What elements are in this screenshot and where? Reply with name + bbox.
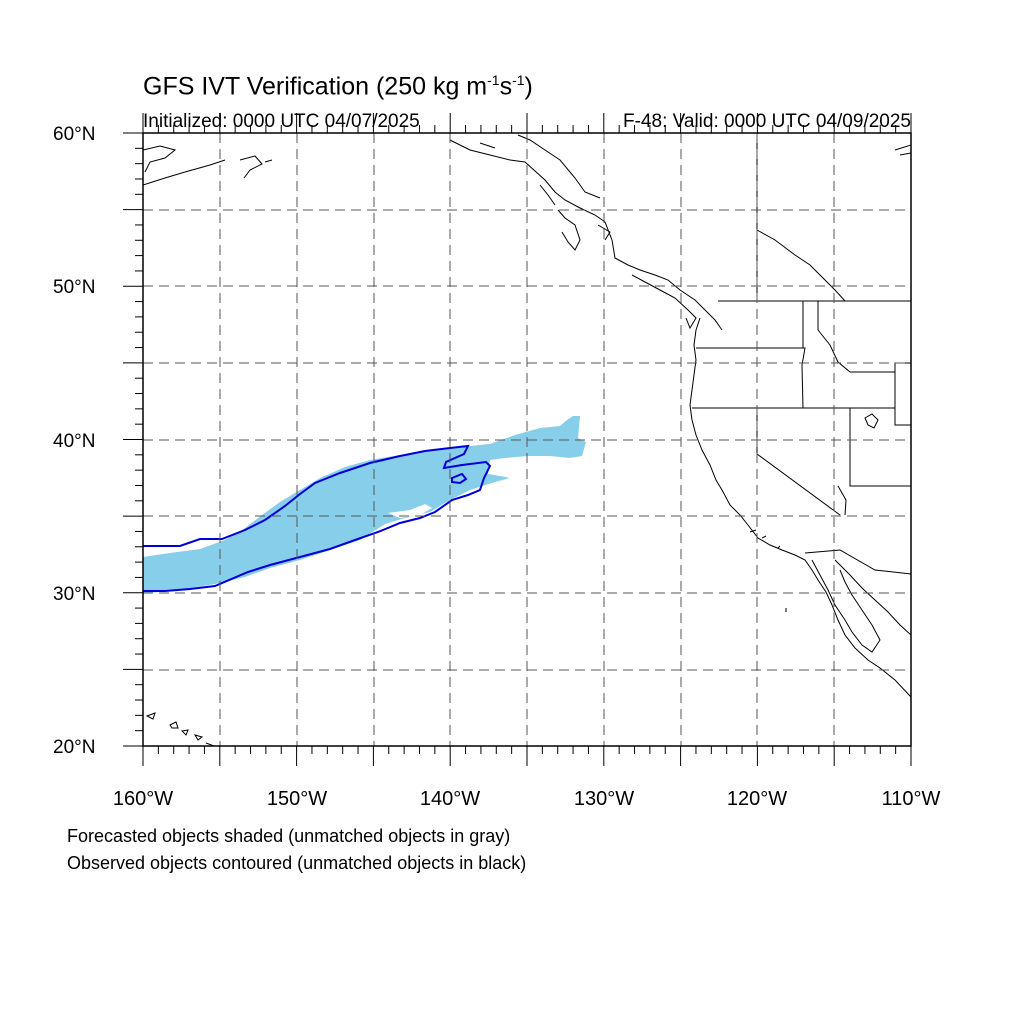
- lon-label-160w: 160°W: [113, 788, 173, 810]
- longitude-labels: 160°W 150°W 140°W 130°W 120°W 110°W: [113, 788, 941, 810]
- great-salt-lake: [864, 413, 879, 429]
- lat-label-50: 50°N: [53, 277, 95, 298]
- lon-label-130w: 130°W: [574, 788, 634, 810]
- lat-label-60: 60°N: [53, 124, 95, 145]
- gulf-of-california-coast: [834, 559, 911, 636]
- lat-label-20: 20°N: [53, 737, 95, 758]
- axis-ticks: [123, 113, 912, 766]
- lat-lon-grid: [143, 133, 911, 746]
- forecast-ivt-object: [143, 416, 586, 593]
- valid-time-label: F-48: Valid: 0000 UTC 04/09/2025: [623, 111, 911, 132]
- northeast-coast-fragment: [894, 144, 911, 156]
- gulf-of-alaska-coast: [449, 134, 613, 251]
- state-boundaries: [692, 301, 911, 575]
- observed-legend-note: Observed objects contoured (unmatched ob…: [67, 853, 527, 873]
- map-title: GFS IVT Verification (250 kg m-1s-1): [143, 72, 533, 101]
- alaska-west-coast: [143, 145, 273, 186]
- lon-label-150w: 150°W: [267, 788, 327, 810]
- observed-inner-contour: [451, 472, 468, 485]
- observed-objects: [143, 444, 492, 592]
- british-columbia-coast: [611, 239, 723, 331]
- us-west-coast: [689, 317, 911, 698]
- forecast-legend-note: Forecasted objects shaded (unmatched obj…: [67, 826, 511, 846]
- baja-california: [811, 559, 881, 653]
- canada-interior-lines: [756, 133, 846, 302]
- forecast-objects: [143, 416, 586, 593]
- lat-label-30: 30°N: [53, 584, 95, 605]
- latitude-labels: 20°N 30°N 40°N 50°N 60°N: [53, 124, 95, 758]
- lon-label-110w: 110°W: [882, 788, 941, 810]
- initialized-label: Initialized: 0000 UTC 04/07/2025: [143, 111, 420, 132]
- coastlines: [143, 133, 911, 746]
- observed-ivt-contour: [143, 444, 492, 592]
- channel-islands: [749, 529, 787, 612]
- lat-label-40: 40°N: [53, 431, 95, 452]
- lon-label-140w: 140°W: [420, 788, 480, 810]
- lon-label-120w: 120°W: [727, 788, 787, 810]
- hawaiian-islands: [145, 712, 215, 746]
- forecast-gap: [388, 504, 432, 518]
